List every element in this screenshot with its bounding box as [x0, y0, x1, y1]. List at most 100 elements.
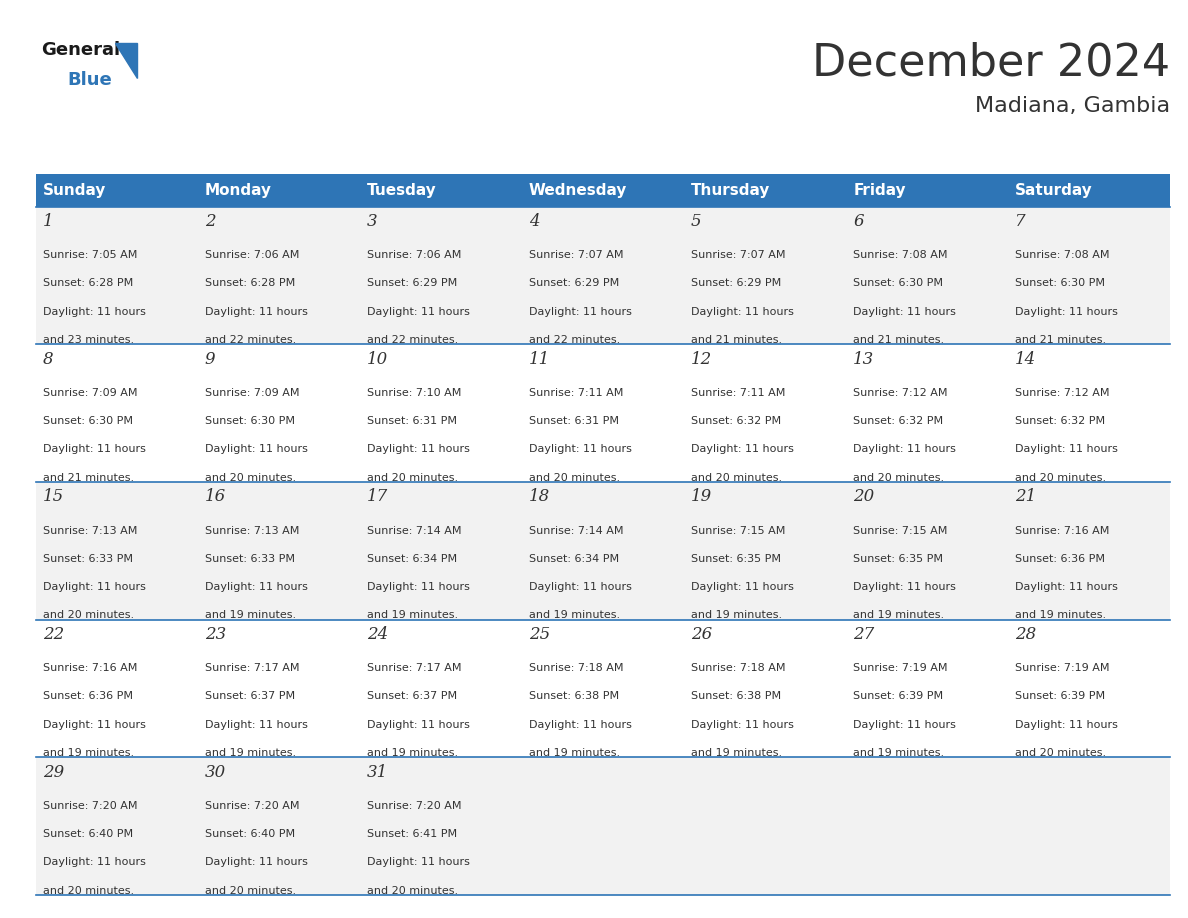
Text: and 20 minutes.: and 20 minutes.	[204, 473, 296, 483]
Text: Monday: Monday	[204, 183, 272, 198]
Text: 4: 4	[529, 213, 539, 230]
Text: Daylight: 11 hours: Daylight: 11 hours	[367, 720, 469, 730]
Text: Sunset: 6:30 PM: Sunset: 6:30 PM	[853, 278, 943, 288]
Text: Sunset: 6:30 PM: Sunset: 6:30 PM	[1016, 278, 1105, 288]
Text: Sunrise: 7:11 AM: Sunrise: 7:11 AM	[529, 387, 624, 397]
Text: Sunrise: 7:08 AM: Sunrise: 7:08 AM	[1016, 250, 1110, 260]
Text: and 19 minutes.: and 19 minutes.	[367, 748, 459, 758]
Text: Sunset: 6:35 PM: Sunset: 6:35 PM	[691, 554, 781, 564]
Text: Wednesday: Wednesday	[529, 183, 627, 198]
Text: and 19 minutes.: and 19 minutes.	[691, 748, 782, 758]
Text: 10: 10	[367, 351, 388, 368]
Text: Daylight: 11 hours: Daylight: 11 hours	[43, 720, 146, 730]
Text: 6: 6	[853, 213, 864, 230]
Text: Daylight: 11 hours: Daylight: 11 hours	[529, 582, 632, 592]
Text: 23: 23	[204, 626, 226, 644]
Text: Sunrise: 7:20 AM: Sunrise: 7:20 AM	[43, 800, 138, 811]
Text: Daylight: 11 hours: Daylight: 11 hours	[204, 582, 308, 592]
Text: Daylight: 11 hours: Daylight: 11 hours	[853, 307, 956, 317]
Text: Sunset: 6:28 PM: Sunset: 6:28 PM	[204, 278, 295, 288]
Text: 3: 3	[367, 213, 378, 230]
Text: 26: 26	[691, 626, 713, 644]
Text: and 23 minutes.: and 23 minutes.	[43, 335, 134, 345]
Text: Sunset: 6:31 PM: Sunset: 6:31 PM	[529, 416, 619, 426]
Text: Sunrise: 7:17 AM: Sunrise: 7:17 AM	[204, 663, 299, 673]
Text: Daylight: 11 hours: Daylight: 11 hours	[691, 720, 794, 730]
Text: and 22 minutes.: and 22 minutes.	[367, 335, 459, 345]
Text: Daylight: 11 hours: Daylight: 11 hours	[1016, 720, 1118, 730]
Text: Daylight: 11 hours: Daylight: 11 hours	[367, 307, 469, 317]
Text: and 19 minutes.: and 19 minutes.	[853, 610, 944, 621]
Text: Sunrise: 7:08 AM: Sunrise: 7:08 AM	[853, 250, 948, 260]
Text: and 19 minutes.: and 19 minutes.	[529, 610, 620, 621]
Text: Daylight: 11 hours: Daylight: 11 hours	[367, 444, 469, 454]
Text: Saturday: Saturday	[1016, 183, 1093, 198]
Text: Sunrise: 7:14 AM: Sunrise: 7:14 AM	[529, 525, 624, 535]
Text: Sunset: 6:30 PM: Sunset: 6:30 PM	[204, 416, 295, 426]
FancyBboxPatch shape	[522, 174, 684, 207]
Text: Sunset: 6:28 PM: Sunset: 6:28 PM	[43, 278, 133, 288]
Text: and 20 minutes.: and 20 minutes.	[529, 473, 620, 483]
Text: Sunrise: 7:07 AM: Sunrise: 7:07 AM	[529, 250, 624, 260]
Text: Sunrise: 7:13 AM: Sunrise: 7:13 AM	[43, 525, 137, 535]
Text: Daylight: 11 hours: Daylight: 11 hours	[43, 582, 146, 592]
Text: Sunset: 6:32 PM: Sunset: 6:32 PM	[1016, 416, 1105, 426]
Text: Sunset: 6:37 PM: Sunset: 6:37 PM	[204, 691, 295, 701]
Text: Sunrise: 7:12 AM: Sunrise: 7:12 AM	[1016, 387, 1110, 397]
Text: Friday: Friday	[853, 183, 905, 198]
Text: 31: 31	[367, 764, 388, 781]
Text: Daylight: 11 hours: Daylight: 11 hours	[1016, 307, 1118, 317]
FancyBboxPatch shape	[36, 620, 1170, 757]
Text: Sunrise: 7:10 AM: Sunrise: 7:10 AM	[367, 387, 461, 397]
Text: 15: 15	[43, 488, 64, 506]
Text: 18: 18	[529, 488, 550, 506]
Text: Sunset: 6:38 PM: Sunset: 6:38 PM	[691, 691, 782, 701]
Text: Sunset: 6:34 PM: Sunset: 6:34 PM	[367, 554, 457, 564]
Text: Daylight: 11 hours: Daylight: 11 hours	[204, 857, 308, 868]
Text: and 21 minutes.: and 21 minutes.	[1016, 335, 1106, 345]
Text: Sunset: 6:34 PM: Sunset: 6:34 PM	[529, 554, 619, 564]
Text: 12: 12	[691, 351, 713, 368]
Text: 7: 7	[1016, 213, 1026, 230]
Text: Sunrise: 7:07 AM: Sunrise: 7:07 AM	[691, 250, 785, 260]
Text: 8: 8	[43, 351, 53, 368]
Text: Sunset: 6:38 PM: Sunset: 6:38 PM	[529, 691, 619, 701]
Text: 21: 21	[1016, 488, 1036, 506]
Text: Madiana, Gambia: Madiana, Gambia	[975, 96, 1170, 117]
Text: Sunrise: 7:17 AM: Sunrise: 7:17 AM	[367, 663, 461, 673]
Text: 24: 24	[367, 626, 388, 644]
Text: Sunrise: 7:18 AM: Sunrise: 7:18 AM	[691, 663, 785, 673]
Text: 30: 30	[204, 764, 226, 781]
Text: Sunset: 6:36 PM: Sunset: 6:36 PM	[1016, 554, 1105, 564]
Text: Sunset: 6:37 PM: Sunset: 6:37 PM	[367, 691, 457, 701]
Text: 22: 22	[43, 626, 64, 644]
Text: Daylight: 11 hours: Daylight: 11 hours	[529, 307, 632, 317]
Text: Sunset: 6:29 PM: Sunset: 6:29 PM	[367, 278, 457, 288]
Text: Sunrise: 7:12 AM: Sunrise: 7:12 AM	[853, 387, 948, 397]
Text: Sunrise: 7:09 AM: Sunrise: 7:09 AM	[204, 387, 299, 397]
Text: 20: 20	[853, 488, 874, 506]
FancyBboxPatch shape	[36, 207, 1170, 344]
Text: and 19 minutes.: and 19 minutes.	[853, 748, 944, 758]
Text: 25: 25	[529, 626, 550, 644]
Text: Daylight: 11 hours: Daylight: 11 hours	[529, 720, 632, 730]
Text: 11: 11	[529, 351, 550, 368]
Text: Daylight: 11 hours: Daylight: 11 hours	[691, 444, 794, 454]
Text: Sunset: 6:33 PM: Sunset: 6:33 PM	[43, 554, 133, 564]
Text: Sunrise: 7:14 AM: Sunrise: 7:14 AM	[367, 525, 461, 535]
Text: and 19 minutes.: and 19 minutes.	[691, 610, 782, 621]
Text: and 19 minutes.: and 19 minutes.	[1016, 610, 1106, 621]
FancyBboxPatch shape	[197, 174, 360, 207]
FancyBboxPatch shape	[1009, 174, 1170, 207]
Text: and 19 minutes.: and 19 minutes.	[204, 610, 296, 621]
Text: 16: 16	[204, 488, 226, 506]
Text: Sunrise: 7:15 AM: Sunrise: 7:15 AM	[691, 525, 785, 535]
Text: Daylight: 11 hours: Daylight: 11 hours	[1016, 582, 1118, 592]
Text: 5: 5	[691, 213, 702, 230]
Text: and 20 minutes.: and 20 minutes.	[691, 473, 782, 483]
Text: Daylight: 11 hours: Daylight: 11 hours	[853, 582, 956, 592]
Text: Daylight: 11 hours: Daylight: 11 hours	[43, 444, 146, 454]
Polygon shape	[115, 43, 137, 78]
Text: General: General	[42, 41, 121, 60]
FancyBboxPatch shape	[36, 344, 1170, 482]
